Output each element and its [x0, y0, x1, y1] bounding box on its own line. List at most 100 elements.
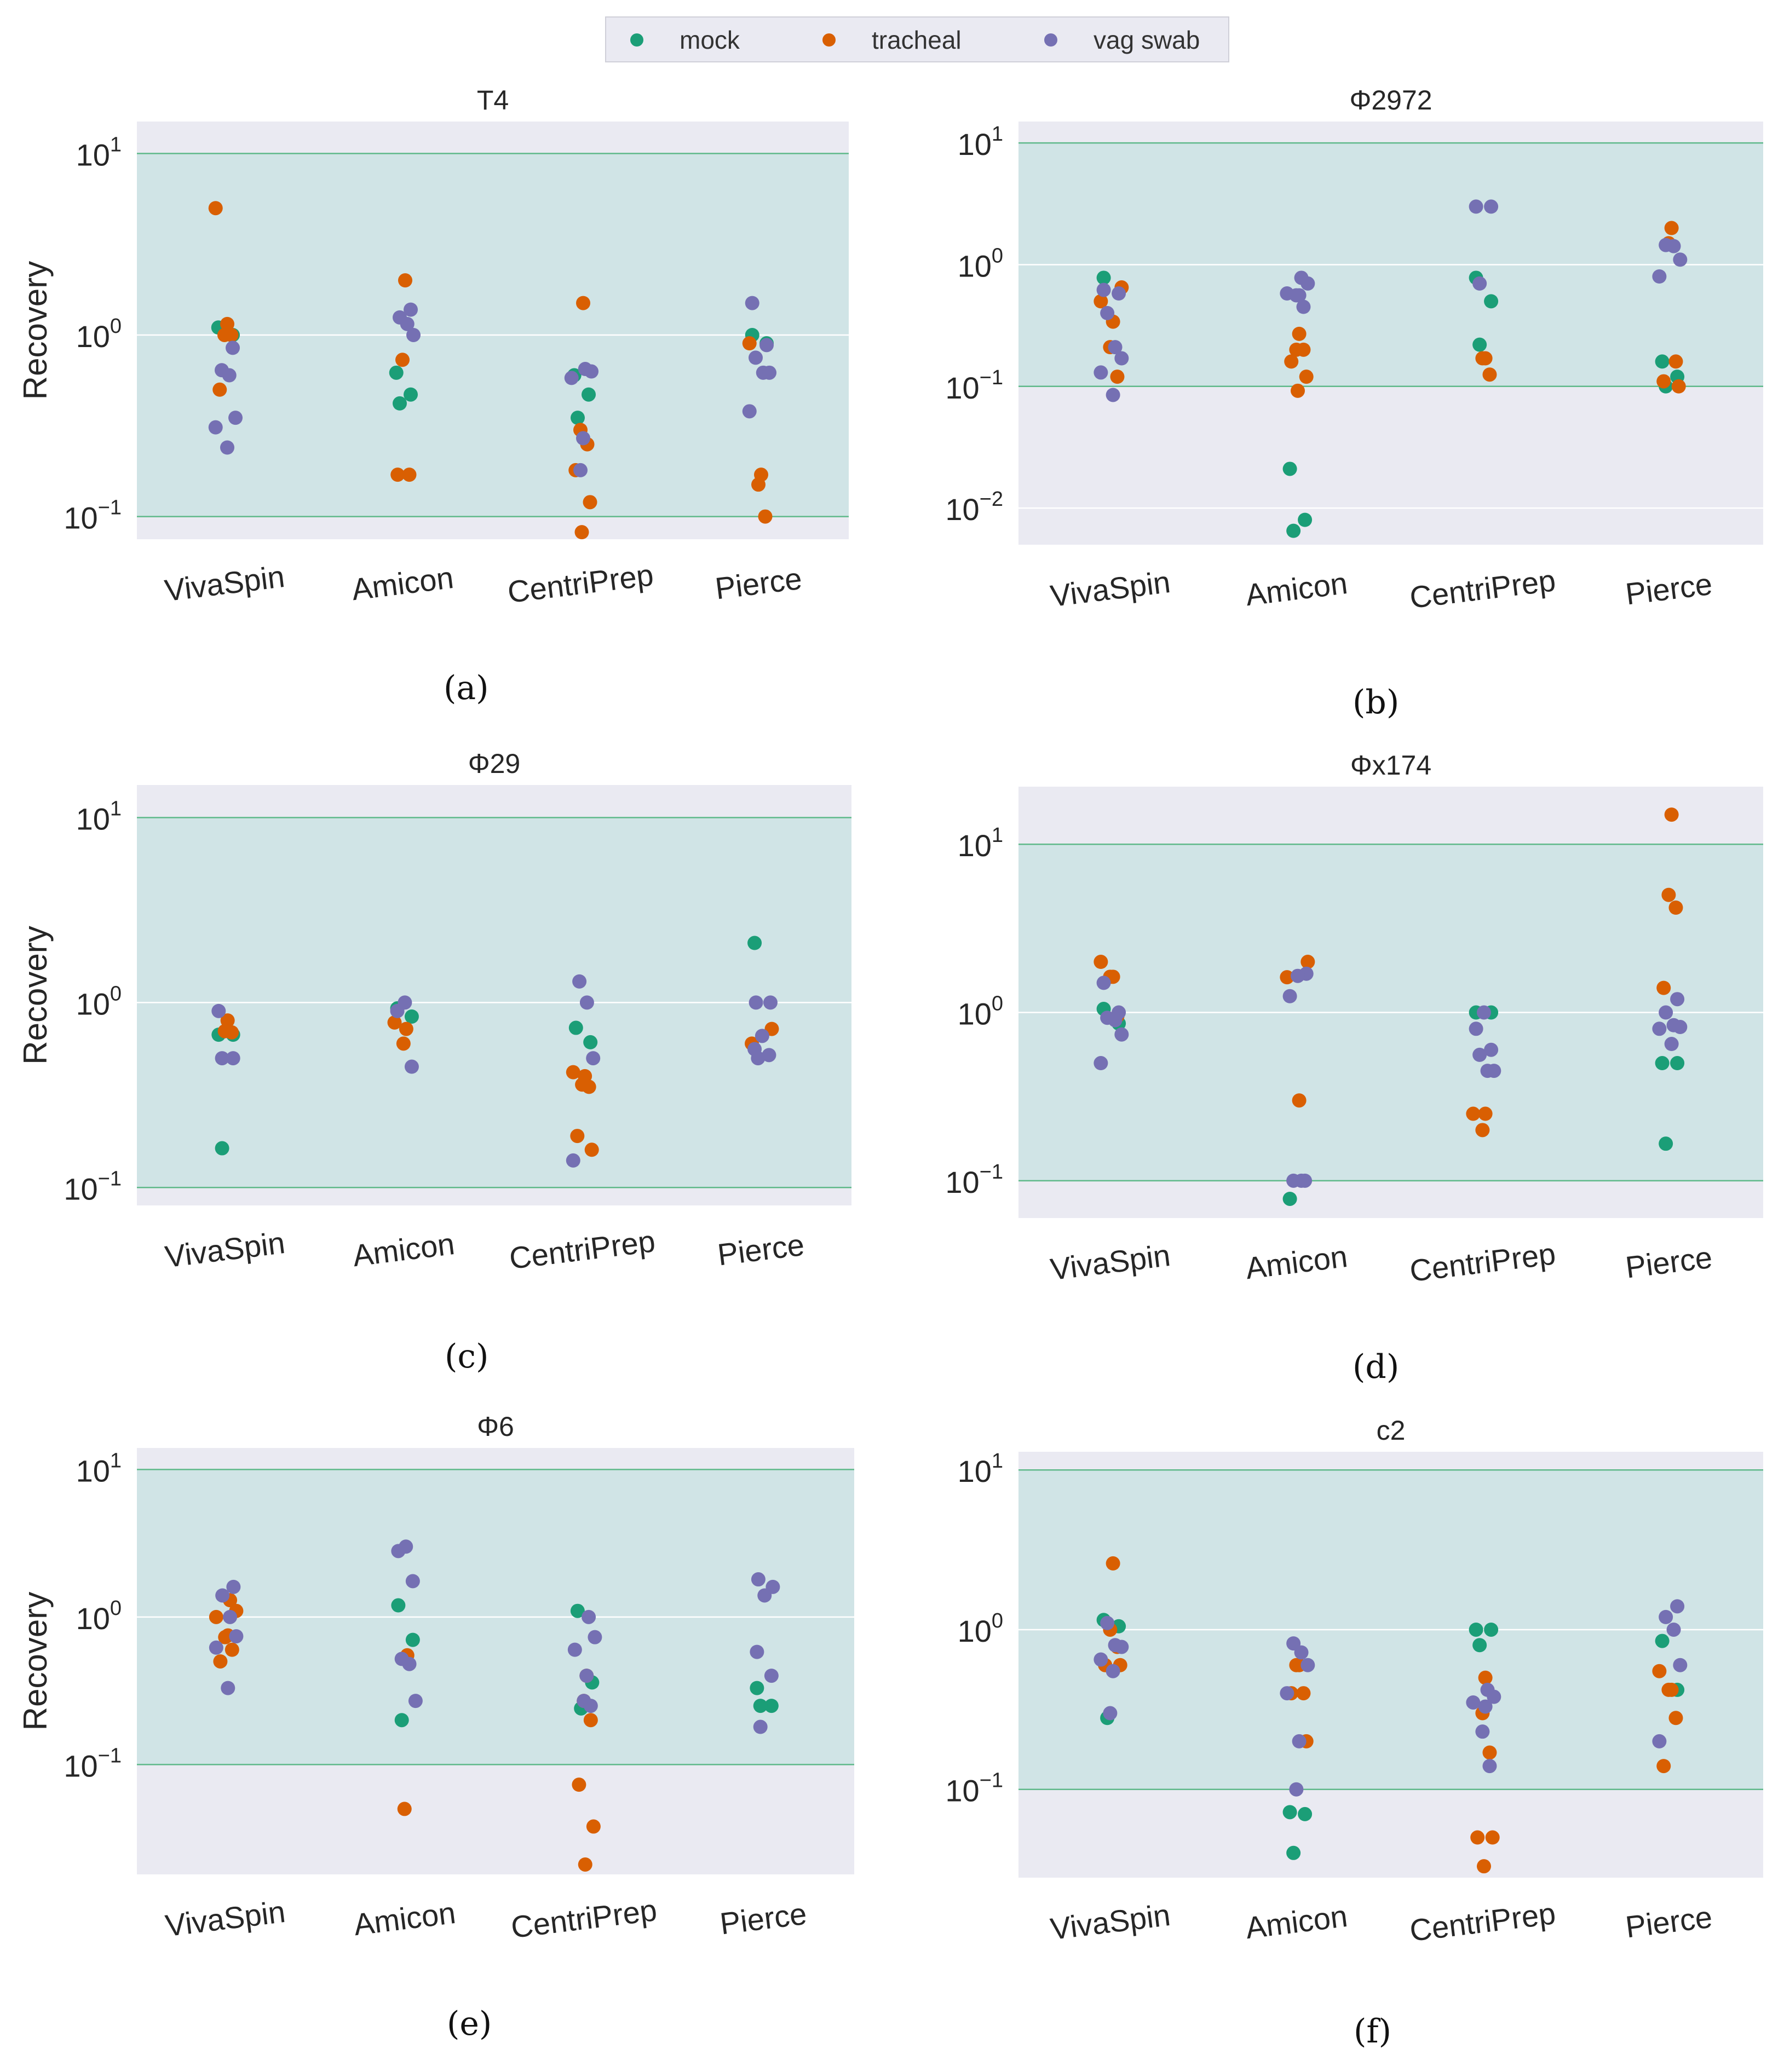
data-point-mock: [394, 1713, 409, 1728]
data-point-tracheal: [1668, 901, 1683, 915]
data-point-vag-swab: [215, 1588, 230, 1603]
data-point-mock: [1282, 1805, 1297, 1820]
chart-panel-f: 10−1 100 101 c2 VivaSpin Amicon CentriPrep Pier…: [945, 1415, 1763, 1948]
data-point-vag-swab: [576, 431, 591, 446]
legend-item-tracheal: tracheal: [822, 26, 962, 54]
chart-panel-c: 10−1 100 101 Recovery Φ29 VivaSpin Amicon Centr…: [17, 748, 851, 1275]
data-point-vag-swab: [564, 371, 579, 385]
data-point-tracheal: [1668, 1711, 1683, 1725]
data-point-tracheal: [1656, 374, 1671, 389]
data-point-vag-swab: [1659, 1005, 1673, 1020]
data-point-vag-swab: [572, 974, 587, 989]
data-point-tracheal: [1478, 1106, 1493, 1121]
data-point-vag-swab: [226, 1051, 240, 1066]
data-point-vag-swab: [1670, 1599, 1685, 1614]
data-point-tracheal: [1094, 955, 1108, 969]
chart-panel-e: 10−1 100 101 Recovery Φ6 VivaSpin Amicon Centri…: [17, 1411, 854, 1944]
x-tick-label: Amicon: [1244, 1239, 1349, 1285]
data-point-tracheal: [1470, 1830, 1485, 1845]
data-point-vag-swab: [1289, 288, 1304, 303]
data-point-vag-swab: [1482, 1759, 1497, 1774]
data-point-mock: [1655, 1634, 1670, 1648]
data-point-vag-swab: [1652, 269, 1667, 284]
data-point-tracheal: [1106, 1556, 1120, 1571]
chart-title: c2: [1377, 1415, 1406, 1446]
x-tick-label: Amicon: [350, 560, 456, 607]
data-point-tracheal: [225, 1642, 239, 1657]
data-point-tracheal: [1292, 1093, 1307, 1108]
y-tick-label: 101: [76, 797, 122, 836]
data-point-vag-swab: [1466, 1695, 1481, 1710]
legend-label-mock: mock: [680, 26, 740, 54]
data-point-mock: [391, 1598, 406, 1613]
data-point-vag-swab: [1289, 1782, 1304, 1797]
data-point-vag-swab: [1292, 1734, 1307, 1748]
data-point-vag-swab: [1469, 1021, 1483, 1036]
data-point-vag-swab: [751, 1572, 766, 1587]
data-point-tracheal: [1478, 1670, 1493, 1685]
data-point-vag-swab: [1100, 305, 1115, 320]
data-point-vag-swab: [215, 1051, 229, 1066]
x-tick-label: CentriPrep: [509, 1892, 659, 1944]
x-tick-label: CentriPrep: [505, 557, 655, 609]
y-tick-label: 10−1: [64, 497, 122, 535]
data-point-vag-swab: [745, 296, 759, 310]
data-point-tracheal: [1475, 351, 1490, 366]
legend-marker-vag-swab: [1044, 33, 1057, 47]
chart-panel-b: 10−2 10−1 100 101 Φ2972 VivaSpin Amicon CentriP…: [945, 85, 1763, 615]
data-point-tracheal: [1656, 980, 1671, 995]
data-point-tracheal: [582, 1080, 596, 1094]
data-point-vag-swab: [742, 404, 757, 419]
data-point-tracheal: [566, 1065, 580, 1080]
data-point-vag-swab: [1477, 1005, 1491, 1020]
data-point-tracheal: [209, 1609, 223, 1624]
x-tick-label: VivaSpin: [163, 559, 286, 608]
data-point-vag-swab: [1673, 1020, 1688, 1035]
data-point-vag-swab: [228, 411, 243, 425]
data-point-tracheal: [212, 382, 227, 397]
data-point-vag-swab: [390, 1003, 405, 1018]
data-point-tracheal: [1661, 887, 1676, 902]
data-point-vag-swab: [759, 338, 774, 353]
data-point-vag-swab: [1659, 1609, 1673, 1624]
data-point-tracheal: [1482, 1745, 1497, 1760]
data-point-vag-swab: [1666, 239, 1681, 253]
y-tick-label: 100: [76, 982, 122, 1021]
data-point-vag-swab: [586, 1051, 601, 1066]
legend-label-tracheal: tracheal: [872, 26, 962, 54]
data-point-tracheal: [399, 1021, 413, 1036]
y-tick-label: 100: [958, 1609, 1003, 1648]
x-tick-label: Pierce: [718, 1896, 808, 1941]
data-point-vag-swab: [400, 316, 415, 331]
data-point-vag-swab: [1114, 1027, 1129, 1042]
data-point-vag-swab: [1282, 989, 1297, 1003]
data-point-tracheal: [220, 316, 235, 331]
data-point-vag-swab: [755, 1029, 769, 1043]
chart-title: Φ2972: [1349, 85, 1432, 116]
data-point-vag-swab: [1472, 276, 1487, 291]
data-point-tracheal: [397, 1802, 412, 1816]
data-point-tracheal: [1292, 326, 1307, 341]
x-tick-label: Amicon: [352, 1895, 457, 1942]
data-point-mock: [764, 1699, 779, 1713]
chart-panel-a: 10−1 100 101 Recovery T4 VivaSpin Amicon Centri…: [17, 85, 849, 609]
data-point-vag-swab: [1094, 1056, 1108, 1071]
data-point-vag-swab: [1108, 340, 1123, 355]
x-tick-label: Amicon: [350, 1226, 456, 1273]
data-point-vag-swab: [749, 995, 763, 1010]
data-point-tracheal: [213, 1654, 228, 1669]
data-point-tracheal: [1284, 354, 1299, 369]
data-point-mock: [215, 1141, 229, 1156]
data-point-mock: [747, 936, 762, 950]
data-point-tracheal: [1280, 970, 1294, 985]
data-point-tracheal: [387, 1015, 402, 1030]
data-point-vag-swab: [579, 995, 594, 1010]
caption-d: (d): [1353, 1348, 1400, 1386]
data-point-vag-swab: [588, 1630, 602, 1644]
y-tick-label: 10−1: [64, 1167, 122, 1206]
data-point-mock: [570, 411, 585, 425]
data-point-tracheal: [584, 1142, 599, 1157]
data-point-vag-swab: [226, 1579, 241, 1594]
data-point-mock: [1484, 294, 1499, 309]
y-axis-label: Recovery: [17, 1592, 54, 1730]
